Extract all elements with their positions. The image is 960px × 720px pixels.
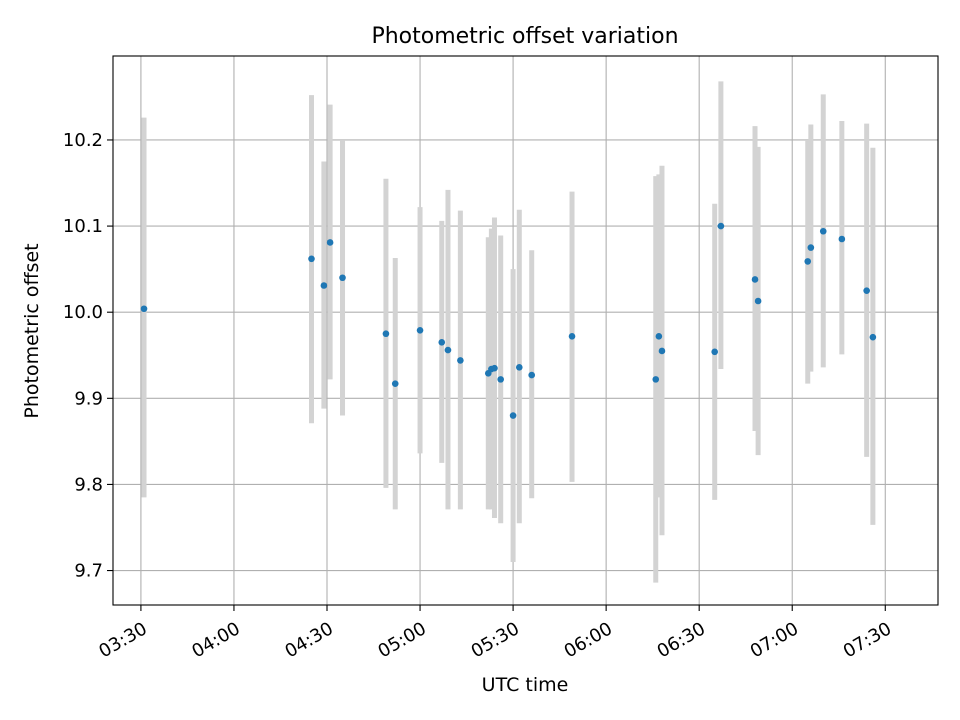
data-point (491, 364, 498, 372)
y-tick-label: 9.7 (74, 561, 103, 582)
y-tick-label: 9.9 (74, 388, 103, 409)
data-point (863, 287, 870, 294)
data-point (140, 305, 148, 313)
data-point (515, 364, 523, 371)
data-point (869, 333, 877, 341)
data-point (308, 255, 315, 263)
data-point (652, 376, 660, 383)
data-point (807, 244, 815, 251)
grid (113, 56, 938, 605)
y-tick-label: 10.1 (63, 216, 103, 237)
y-tick-label: 10.0 (63, 302, 103, 323)
data-point (509, 412, 517, 419)
data-points (140, 222, 877, 419)
data-point (838, 235, 846, 243)
y-tick-label: 10.2 (63, 130, 103, 151)
data-point (568, 333, 576, 340)
x-axis-label: UTC time (482, 674, 569, 696)
data-point (751, 276, 759, 283)
y-axis-label: Photometric offset (21, 243, 43, 418)
data-point (658, 347, 666, 355)
data-point (804, 258, 812, 265)
data-point (416, 326, 424, 334)
data-point (497, 376, 504, 383)
data-point (711, 348, 718, 356)
data-point (320, 282, 328, 289)
data-point (754, 297, 762, 305)
data-point (717, 222, 725, 230)
data-point (528, 371, 536, 379)
data-point (655, 333, 663, 340)
data-point (819, 227, 827, 235)
y-tick-label: 9.8 (74, 474, 103, 495)
data-point (444, 346, 452, 354)
chart-title: Photometric offset variation (371, 24, 678, 49)
data-point (438, 339, 446, 346)
data-point (457, 357, 464, 364)
data-point (339, 274, 346, 282)
plot-area-frame (112, 55, 939, 606)
data-point (382, 330, 390, 338)
data-point (391, 380, 399, 387)
data-point (326, 239, 334, 246)
